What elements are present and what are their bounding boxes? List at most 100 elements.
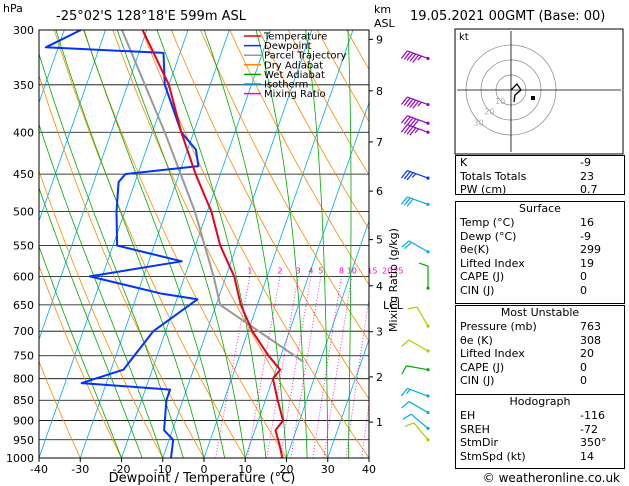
hodograph-ring-label: 10	[495, 97, 505, 106]
wind-barb	[400, 115, 430, 128]
km-tick-label: 4	[376, 280, 383, 293]
isotherm-line	[286, 219, 369, 458]
pressure-tick-label: 300	[13, 24, 34, 37]
surface-title: Surface	[519, 202, 561, 215]
mixing-ratio-line	[266, 276, 299, 458]
mixing-ratio-label: 2	[277, 266, 282, 275]
dry-adiabat	[39, 74, 205, 458]
wind-barb	[404, 422, 430, 442]
isotherm-line	[79, 30, 230, 458]
dry-adiabat	[39, 264, 122, 458]
credit-text: © weatheronline.co.uk	[483, 471, 620, 485]
surface-label: θe(K)	[460, 243, 490, 257]
dry-adiabat	[39, 169, 164, 458]
dry-adiabat	[112, 30, 329, 458]
mu-value: 0	[580, 374, 587, 388]
surface-label: Dewp (°C)	[460, 229, 517, 243]
mu-row: Pressure (mb) 763	[456, 320, 624, 334]
km-tick-label: 9	[376, 33, 383, 46]
index-row: Totals Totals 23	[456, 170, 624, 184]
wet-adiabat	[55, 30, 205, 458]
temp-tick-label: -40	[30, 463, 48, 476]
mu-value: 20	[580, 347, 594, 361]
most-unstable-title: Most Unstable	[500, 306, 580, 319]
hodo-label: StmSpd (kt)	[460, 449, 526, 463]
surface-row: CAPE (J) 0	[456, 270, 624, 284]
surface-label: CIN (J)	[460, 283, 495, 297]
temp-tick-label: 0	[201, 463, 208, 476]
wet-adiabat	[39, 186, 143, 458]
km-tick-label: 7	[376, 136, 383, 149]
hpa-label: hPa	[3, 2, 23, 15]
km-tick-label: 3	[376, 326, 383, 339]
surface-row: CIN (J) 0	[456, 284, 624, 298]
mixing-ratio-label: 1	[247, 266, 252, 275]
temp-tick-label: 10	[238, 463, 252, 476]
chart-axes: 1 2 3 4 5 8 10 15 20 2530035040045050055060065070…	[6, 24, 404, 476]
pressure-tick-label: 850	[13, 394, 34, 407]
surface-value: 299	[580, 243, 601, 257]
pressure-tick-label: 650	[13, 299, 34, 312]
mixing-ratio-line	[290, 276, 322, 458]
surface-row: Temp (°C) 16	[456, 216, 624, 230]
index-row: PW (cm) 0.7	[456, 183, 624, 197]
wet-adiabat	[116, 30, 246, 458]
surface-row: Lifted Index 19	[456, 257, 624, 271]
parcel-trajectory-line	[121, 30, 305, 363]
pressure-tick-label: 700	[13, 325, 34, 338]
temp-tick-label: 40	[362, 463, 376, 476]
isotherm-line	[327, 338, 369, 458]
hodo-value: -116	[580, 409, 605, 422]
index-label: PW (cm)	[460, 183, 507, 197]
isotherm-line	[121, 30, 271, 458]
mu-label: Pressure (mb)	[460, 320, 537, 333]
wind-barb	[407, 306, 430, 328]
lcl-label: LCL	[383, 299, 404, 312]
legend-label: Dewpoint	[264, 41, 312, 52]
mu-value: 763	[580, 320, 601, 333]
dry-adiabat	[287, 30, 369, 176]
wind-barb	[400, 196, 430, 207]
temp-tick-label: -30	[71, 463, 89, 476]
hodo-label: StmDir	[460, 436, 499, 450]
km-label: km	[374, 3, 391, 16]
mixing-ratio-line	[215, 276, 251, 458]
index-value: 0.7	[580, 183, 598, 197]
surface-row: θe(K) 299	[456, 243, 624, 257]
dry-adiabat	[170, 30, 369, 400]
wet-adiabat	[305, 30, 329, 458]
pressure-tick-label: 400	[13, 126, 34, 139]
hodograph-ring-label: 30	[474, 118, 484, 127]
mixing-ratio-line	[247, 276, 281, 458]
km-tick-label: 6	[376, 185, 383, 198]
km-tick-label: 8	[376, 85, 383, 98]
pressure-tick-label: 750	[13, 350, 34, 363]
mixing-ratio-line	[323, 276, 353, 458]
legend-label: Mixing Ratio	[264, 89, 326, 100]
wet-adiabat	[156, 30, 267, 458]
wind-barb	[402, 413, 430, 430]
index-label: K	[460, 156, 468, 169]
mixing-ratio-label: 20	[382, 266, 392, 275]
legend-label: Dry Adiabat	[264, 60, 323, 71]
isotherm-line	[39, 30, 148, 341]
mixing-ratio-lines	[215, 276, 369, 458]
asl-label: ASL	[374, 17, 396, 30]
wind-barb	[418, 262, 430, 290]
mixing-ratio-label: 4	[308, 266, 313, 275]
surface-value: 0	[580, 270, 587, 284]
datetime-label: 19.05.2021 00GMT (Base: 00)	[410, 9, 605, 24]
dry-adiabat	[39, 360, 81, 458]
pressure-tick-label: 1000	[6, 452, 34, 465]
storm-motion-marker	[531, 96, 535, 100]
index-label: Totals Totals	[460, 169, 527, 183]
mixing-ratio-line	[361, 400, 369, 458]
hodo-row: SREH -72	[456, 423, 624, 437]
hodograph-table-title: Hodograph	[509, 395, 571, 408]
pressure-tick-label: 550	[13, 239, 34, 252]
surface-label: Lifted Index	[460, 256, 525, 270]
mixing-ratio-label: 15	[367, 266, 377, 275]
indices-panel: K -9 Totals Totals 23 PW (cm) 0.7	[455, 155, 625, 197]
